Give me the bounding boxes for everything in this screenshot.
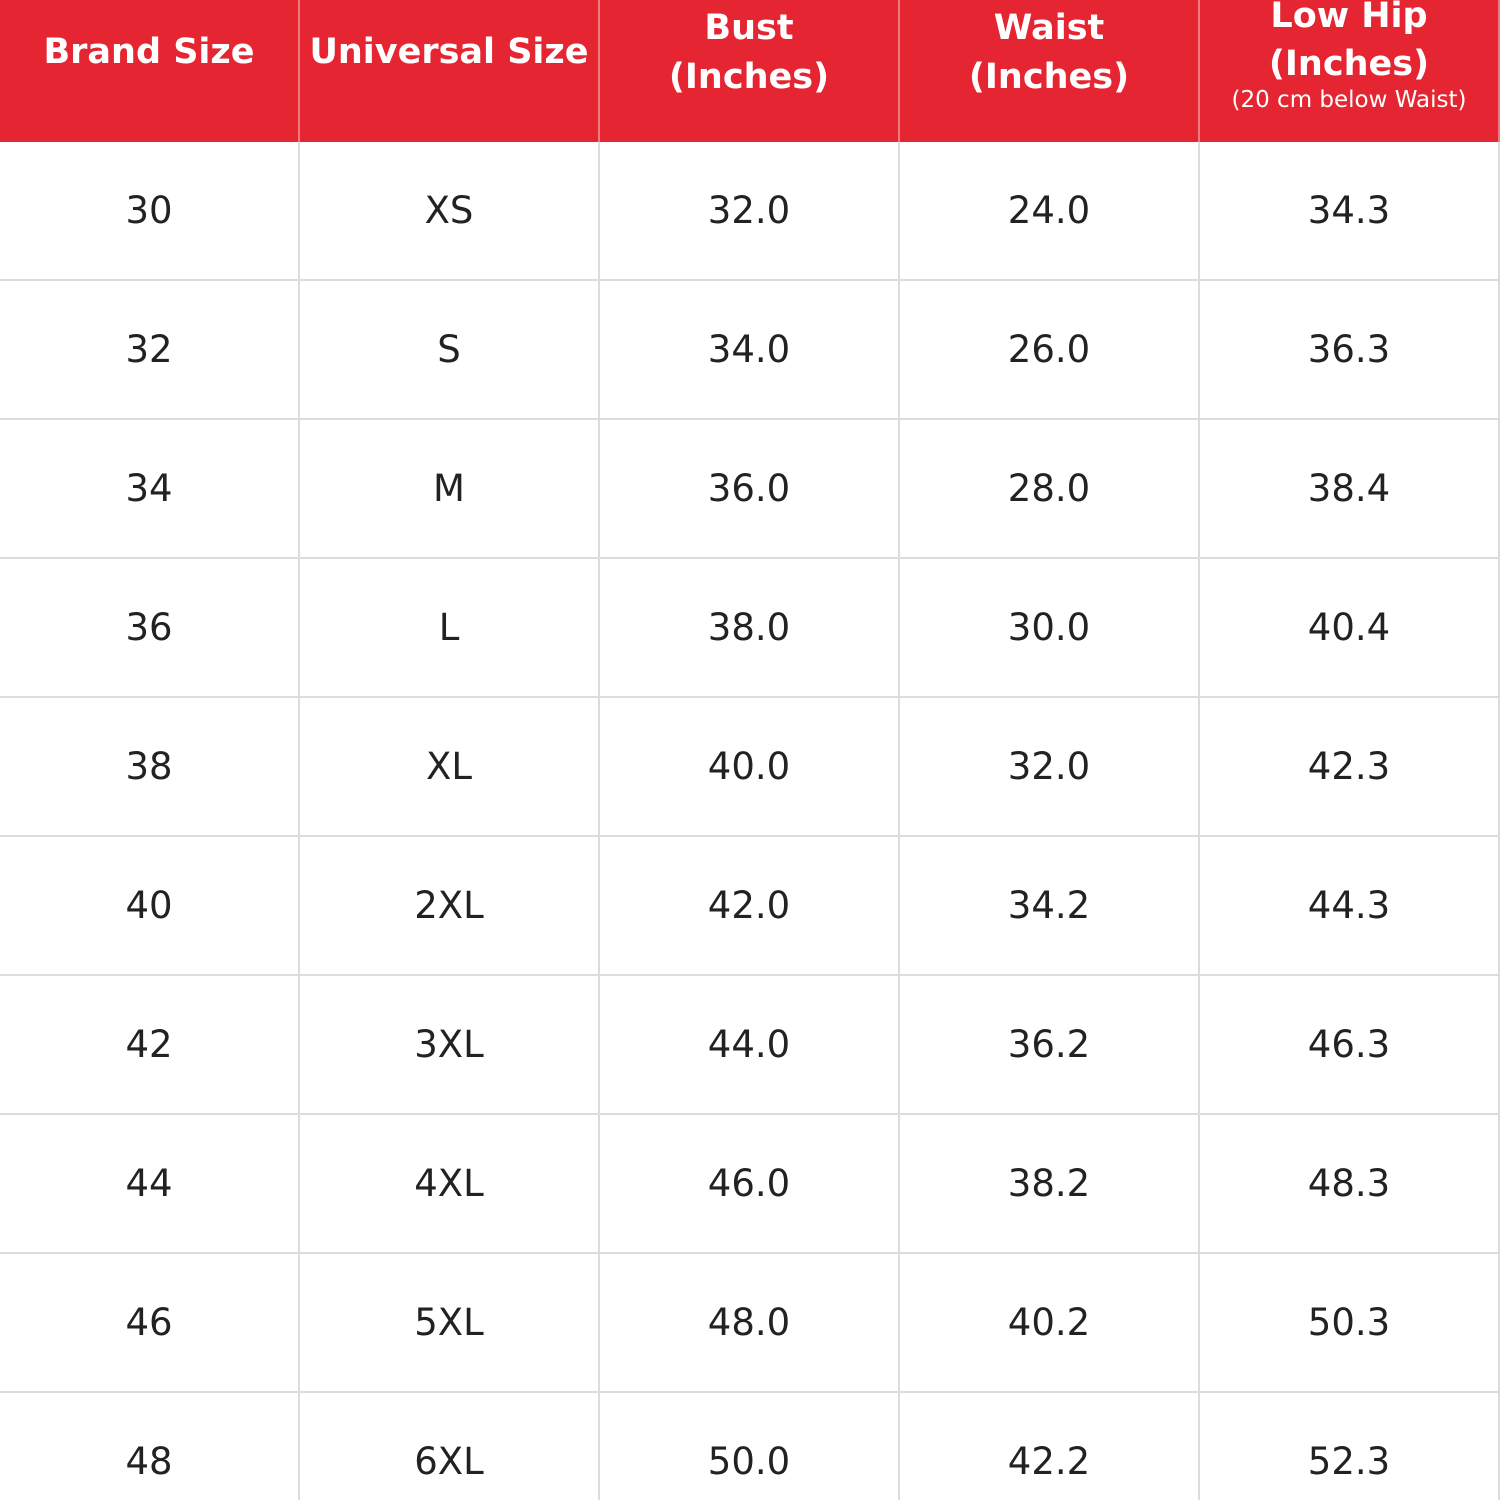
table-cell: 30.0 (900, 559, 1200, 698)
table-cell: 44.0 (600, 976, 900, 1115)
header-text: Low Hip (1270, 0, 1428, 36)
table-cell: 48.3 (1200, 1115, 1500, 1254)
table-cell: S (300, 281, 600, 420)
header-text: Brand Size (43, 32, 255, 72)
table-cell: 40 (0, 837, 300, 976)
header-text: Bust (704, 8, 794, 48)
header-cell: Low Hip (Inches) (20 cm below Waist) (1200, 0, 1500, 142)
header-note: (20 cm below Waist) (1231, 87, 1467, 113)
table-cell: 42.3 (1200, 698, 1500, 837)
table-cell: 30 (0, 142, 300, 281)
table-cell: 28.0 (900, 420, 1200, 559)
table-cell: 26.0 (900, 281, 1200, 420)
table-cell: 34 (0, 420, 300, 559)
table-cell: 5XL (300, 1254, 600, 1393)
table-cell: 36.3 (1200, 281, 1500, 420)
header-cell: Waist (Inches) (900, 0, 1200, 142)
table-cell: 38.4 (1200, 420, 1500, 559)
table-cell: 48 (0, 1393, 300, 1500)
table-cell: M (300, 420, 600, 559)
table-cell: 38.0 (600, 559, 900, 698)
table-cell: 50.3 (1200, 1254, 1500, 1393)
table-cell: 46.0 (600, 1115, 900, 1254)
table-cell: 34.2 (900, 837, 1200, 976)
table-cell: XL (300, 698, 600, 837)
table-cell: 42.2 (900, 1393, 1200, 1500)
header-text: Universal Size (309, 32, 589, 72)
table-cell: 32.0 (900, 698, 1200, 837)
table-cell: 42 (0, 976, 300, 1115)
header-cell: Universal Size (300, 0, 600, 142)
header-text: (Inches) (968, 57, 1130, 97)
table-cell: XS (300, 142, 600, 281)
table-cell: 38.2 (900, 1115, 1200, 1254)
table-cell: 24.0 (900, 142, 1200, 281)
table-cell: 40.4 (1200, 559, 1500, 698)
table-cell: 34.0 (600, 281, 900, 420)
table-cell: 32 (0, 281, 300, 420)
table-cell: 52.3 (1200, 1393, 1500, 1500)
table-cell: 48.0 (600, 1254, 900, 1393)
table-cell: 44 (0, 1115, 300, 1254)
table-cell: 44.3 (1200, 837, 1500, 976)
table-cell: 38 (0, 698, 300, 837)
table-cell: 32.0 (600, 142, 900, 281)
header-cell: Brand Size (0, 0, 300, 142)
table-cell: 36.0 (600, 420, 900, 559)
table-cell: 2XL (300, 837, 600, 976)
table-cell: 36 (0, 559, 300, 698)
table-cell: 3XL (300, 976, 600, 1115)
table-cell: 40.2 (900, 1254, 1200, 1393)
header-cell: Bust (Inches) (600, 0, 900, 142)
table-cell: 46.3 (1200, 976, 1500, 1115)
table-cell: 40.0 (600, 698, 900, 837)
table-cell: 6XL (300, 1393, 600, 1500)
header-text: (Inches) (1268, 44, 1430, 84)
table-cell: L (300, 559, 600, 698)
table-cell: 4XL (300, 1115, 600, 1254)
table-cell: 46 (0, 1254, 300, 1393)
table-cell: 34.3 (1200, 142, 1500, 281)
header-text: (Inches) (668, 57, 830, 97)
table-cell: 36.2 (900, 976, 1200, 1115)
table-cell: 42.0 (600, 837, 900, 976)
header-text: Waist (993, 8, 1105, 48)
table-cell: 50.0 (600, 1393, 900, 1500)
